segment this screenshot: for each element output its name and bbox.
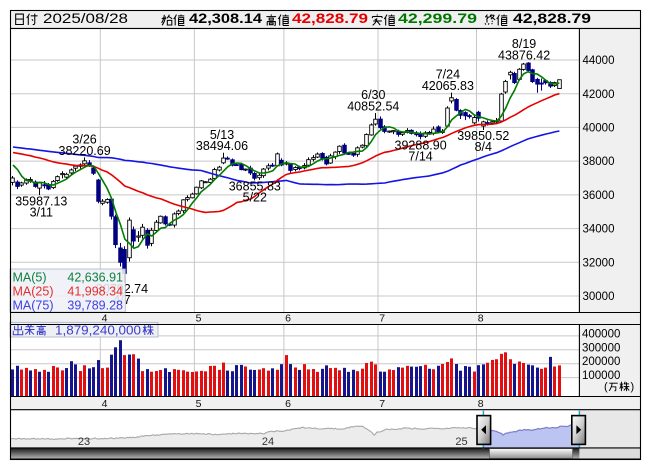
svg-text:5: 5: [196, 313, 202, 325]
svg-text:4: 4: [102, 313, 108, 325]
svg-text:7/24: 7/24: [436, 68, 460, 82]
svg-text:200000: 200000: [582, 356, 620, 368]
svg-text:300000: 300000: [582, 342, 620, 354]
svg-text:8: 8: [478, 398, 484, 410]
svg-text:(: (: [604, 381, 608, 393]
svg-text:8/4: 8/4: [475, 140, 492, 154]
svg-text:42,828.79: 42,828.79: [292, 11, 368, 26]
svg-text:6: 6: [285, 313, 291, 325]
svg-text:42000: 42000: [583, 89, 615, 101]
svg-text:7: 7: [379, 398, 385, 410]
svg-text:41,998.34: 41,998.34: [67, 285, 123, 299]
svg-text:32000: 32000: [583, 257, 615, 269]
svg-text:5: 5: [196, 398, 202, 410]
svg-text:400000: 400000: [582, 328, 620, 340]
svg-text:1,879,240,000: 1,879,240,000: [55, 324, 141, 338]
svg-text:5/13: 5/13: [210, 128, 234, 142]
svg-text:3/26: 3/26: [72, 132, 96, 146]
svg-text:42,828.79: 42,828.79: [513, 11, 591, 26]
svg-text:42,308.14: 42,308.14: [189, 11, 263, 26]
svg-text:7: 7: [379, 313, 385, 325]
svg-text:34000: 34000: [583, 224, 615, 236]
svg-text:42065.83: 42065.83: [422, 79, 474, 93]
svg-text:36855.83: 36855.83: [229, 180, 281, 194]
svg-text:MA(75): MA(75): [13, 299, 54, 313]
svg-text:6/30: 6/30: [361, 88, 385, 102]
svg-text:38000: 38000: [583, 156, 615, 168]
svg-text:8/19: 8/19: [512, 37, 536, 51]
svg-text:25: 25: [455, 436, 467, 448]
svg-text:100000: 100000: [582, 370, 620, 382]
svg-text:40852.54: 40852.54: [347, 100, 399, 114]
svg-text:44000: 44000: [583, 55, 615, 67]
svg-text:24: 24: [262, 436, 274, 448]
svg-text:2025/08/28: 2025/08/28: [43, 10, 128, 26]
svg-text:4: 4: [102, 398, 108, 410]
svg-text:6: 6: [285, 398, 291, 410]
svg-text:38494.06: 38494.06: [196, 139, 248, 153]
svg-text:39,789.28: 39,789.28: [67, 299, 123, 313]
svg-text:38220.69: 38220.69: [59, 144, 111, 158]
svg-text:40000: 40000: [583, 123, 615, 135]
svg-text:7/14: 7/14: [408, 150, 432, 164]
svg-text:MA(25): MA(25): [13, 285, 54, 299]
svg-text:42,299.79: 42,299.79: [398, 11, 477, 26]
svg-text:): ): [631, 381, 635, 393]
svg-text:5/22: 5/22: [243, 191, 267, 205]
svg-text:39850.52: 39850.52: [457, 129, 509, 143]
svg-text:8: 8: [478, 313, 484, 325]
svg-text:3/11: 3/11: [30, 205, 53, 219]
svg-text:42,636.91: 42,636.91: [67, 271, 123, 285]
svg-text:MA(5): MA(5): [13, 271, 47, 285]
svg-text:23: 23: [78, 436, 90, 448]
svg-text:36000: 36000: [583, 190, 615, 202]
svg-text:39288.90: 39288.90: [395, 139, 447, 153]
svg-text:30000: 30000: [583, 291, 615, 303]
svg-text:35987.13: 35987.13: [15, 194, 67, 208]
svg-text:43876.42: 43876.42: [498, 49, 550, 63]
